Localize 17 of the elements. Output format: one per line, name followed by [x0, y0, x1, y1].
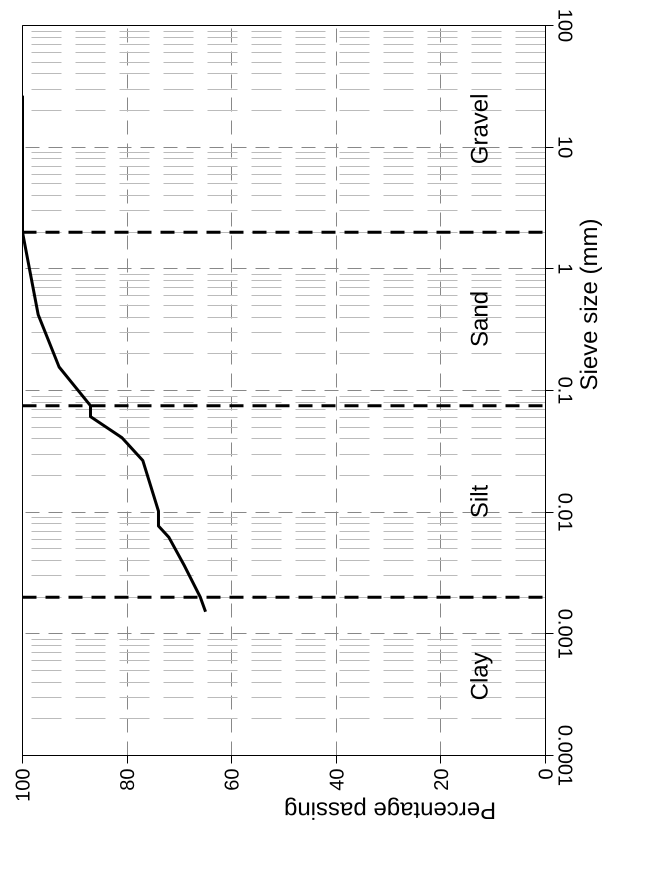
y-tick-label: 0.01 — [554, 492, 576, 532]
x-tick-label: 20 — [430, 768, 453, 791]
x-tick-label: 60 — [222, 768, 244, 791]
y-tick-label: 10 — [554, 136, 576, 158]
y-tick-label: 1 — [554, 263, 576, 274]
annotation: Gravel — [466, 94, 494, 164]
x-axis-title: Percentage passing — [284, 796, 496, 824]
y-axis-title: Sieve size (mm) — [576, 218, 603, 390]
y-tick-label: 0.1 — [554, 376, 576, 404]
annotation: Clay — [466, 652, 494, 700]
x-tick-label: 100 — [12, 768, 34, 802]
x-tick-label: 40 — [326, 768, 348, 791]
x-tick-label: 80 — [117, 768, 140, 791]
annotation: Silt — [466, 484, 494, 518]
y-tick-label: 0.001 — [554, 608, 576, 659]
annotation: Sand — [466, 290, 494, 347]
y-tick-label: 100 — [554, 8, 576, 42]
